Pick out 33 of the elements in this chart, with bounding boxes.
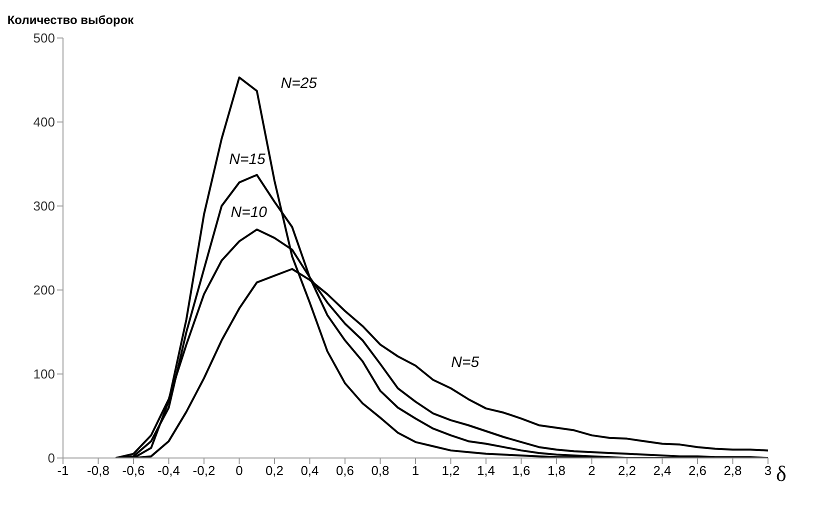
x-tick-label: 2,2 <box>618 463 636 478</box>
x-tick-label: 2,4 <box>653 463 672 478</box>
x-tick-label: 0,8 <box>371 463 390 478</box>
annotation: N=15 <box>229 150 266 168</box>
x-tick-label: 3 <box>764 463 772 478</box>
x-tick-label: -0,6 <box>122 463 145 478</box>
x-tick-label: 1 <box>412 463 420 478</box>
y-tick-label: 500 <box>33 30 55 46</box>
x-tick-label: -0,4 <box>158 463 180 478</box>
x-tick-label: 2,8 <box>724 463 742 478</box>
x-tick-label: 0,2 <box>265 463 284 478</box>
y-tick-label: 300 <box>33 198 55 214</box>
x-tick-label: -1 <box>57 463 69 478</box>
x-tick-label: -0,8 <box>87 463 110 478</box>
x-tick-label: -0,2 <box>192 463 216 478</box>
annotation: N=10 <box>230 204 268 221</box>
y-tick-label: 0 <box>48 450 55 466</box>
x-tick-label: 0,6 <box>336 463 354 478</box>
x-tick-label: 0 <box>236 463 243 478</box>
x-tick-label: 1,2 <box>442 463 460 478</box>
annotation: N=25 <box>280 75 318 92</box>
y-axis-title: Количество выборок <box>7 13 135 27</box>
x-tick-label: 0,4 <box>300 463 319 478</box>
y-tick-label: 200 <box>33 282 55 298</box>
x-tick-label: 1,8 <box>547 463 566 478</box>
x-tick-label: 2,6 <box>688 463 707 478</box>
annotation: N=5 <box>451 354 480 372</box>
x-tick-label: 1,6 <box>512 463 530 478</box>
y-tick-label: 100 <box>33 366 55 382</box>
x-tick-label: 2 <box>588 463 596 478</box>
y-tick-label: 400 <box>33 114 55 130</box>
x-tick-label: 1,4 <box>476 463 496 478</box>
x-axis-title: δ <box>776 460 786 486</box>
